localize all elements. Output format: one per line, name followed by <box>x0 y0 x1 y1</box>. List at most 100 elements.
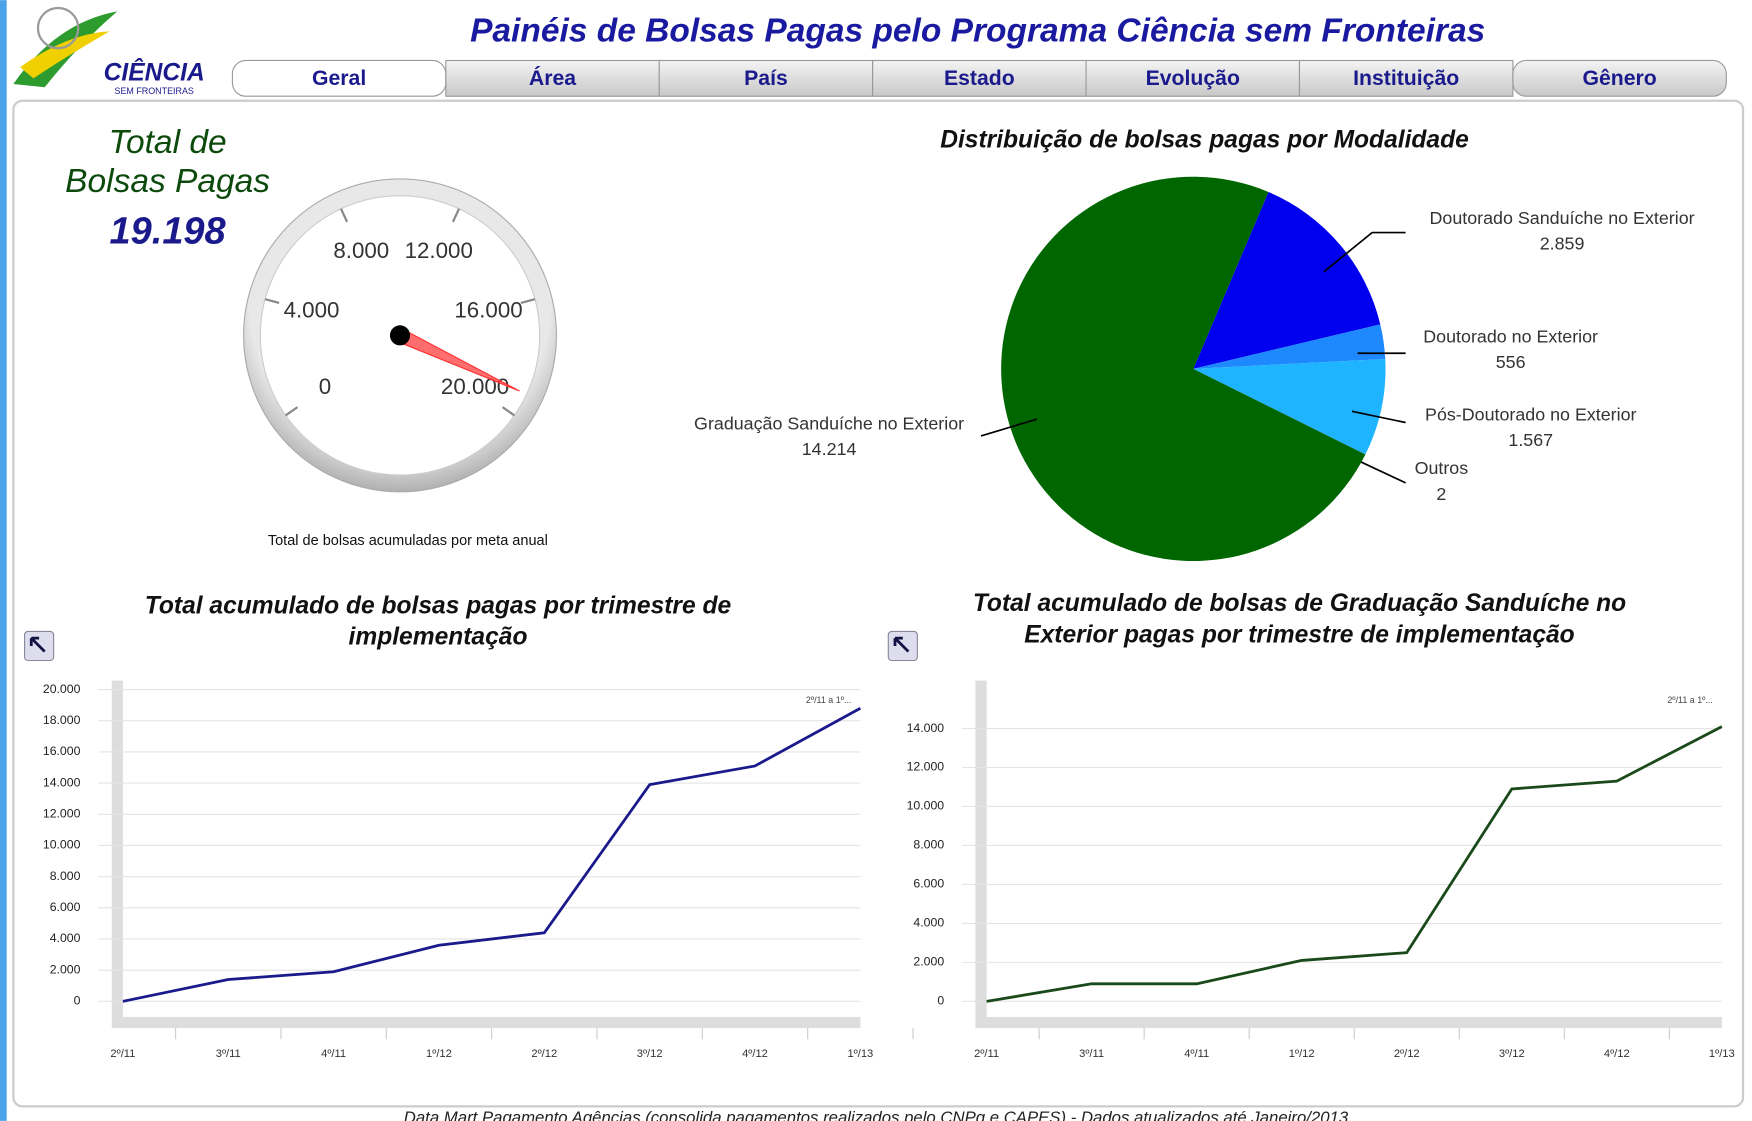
tab[interactable] <box>872 59 1087 97</box>
tab-label[interactable]: Geral <box>312 67 366 90</box>
annotation: 2º/11 a 1º... <box>806 695 852 705</box>
y-tick-label: 2.000 <box>913 955 944 969</box>
x-tick-label: 4º/11 <box>1184 1048 1209 1060</box>
series-line <box>986 725 1723 1003</box>
x-tick-label: 3º/11 <box>1079 1048 1104 1060</box>
y-tick-label: 4.000 <box>50 931 81 945</box>
x-tick-label: 4º/12 <box>1604 1048 1630 1060</box>
gauge-tick-label: 8.000 <box>333 238 389 263</box>
gauge-tick-label: 0 <box>319 374 331 399</box>
slice-label: Doutorado Sanduíche no Exterior <box>1430 208 1695 228</box>
tab[interactable] <box>1085 59 1301 97</box>
x-tick-label: 1º/12 <box>426 1048 452 1060</box>
x-tick-label: 3º/11 <box>216 1048 241 1060</box>
tab-label[interactable]: País <box>744 67 788 90</box>
chart-title: Total acumulado de bolsas pagas por trim… <box>145 592 731 619</box>
slice-value: 2 <box>1436 484 1446 504</box>
plot-floor <box>975 1016 1722 1029</box>
y-tick-label: 14.000 <box>43 775 81 789</box>
tab-label[interactable]: Área <box>529 65 576 90</box>
x-tick-label: 1º/12 <box>1289 1048 1315 1060</box>
pie-slice <box>1193 324 1386 369</box>
gauge-tick <box>451 208 461 223</box>
slice-label: Graduação Sanduíche no Exterior <box>694 413 964 433</box>
tab-label[interactable]: Gênero <box>1582 67 1656 90</box>
slice-label: Outros <box>1415 458 1469 478</box>
plot-band <box>111 680 123 1017</box>
y-tick-label: 8.000 <box>913 838 944 852</box>
gauge-hub <box>389 325 411 346</box>
y-tick-label: 12.000 <box>907 760 945 774</box>
tab[interactable] <box>658 59 874 97</box>
x-tick-label: 4º/11 <box>321 1048 346 1060</box>
leader-line <box>1323 231 1406 273</box>
tab-label[interactable]: Evolução <box>1146 67 1240 90</box>
total-value: 19.198 <box>110 211 227 253</box>
annotation: 2º/11 a 1º... <box>1667 695 1713 705</box>
series-line <box>122 707 862 1003</box>
y-tick-label: 6.000 <box>913 877 944 891</box>
slice-label: Pós-Doutorado no Exterior <box>1425 405 1636 425</box>
total-title: Bolsas Pagas <box>65 163 270 200</box>
leader-line <box>980 418 1038 437</box>
tab[interactable] <box>1298 59 1514 97</box>
y-tick-label: 6.000 <box>50 900 81 914</box>
y-tick-label: 18.000 <box>43 713 81 727</box>
y-tick-label: 0 <box>937 994 944 1008</box>
gauge-caption: Total de bolsas acumuladas por meta anua… <box>268 533 548 549</box>
y-tick-label: 12.000 <box>43 807 81 821</box>
x-tick-label: 3º/12 <box>1499 1048 1525 1060</box>
chart-title: Total acumulado de bolsas de Graduação S… <box>973 590 1626 617</box>
x-tick-label: 1º/13 <box>847 1048 873 1060</box>
tab-label[interactable]: Instituição <box>1353 67 1459 90</box>
logo: CIÊNCIA SEM FRONTEIRAS <box>13 6 205 96</box>
x-tick-label: 2º/12 <box>1394 1048 1420 1060</box>
pie-slice <box>1193 368 1366 455</box>
plot-floor <box>111 1016 861 1029</box>
y-tick-label: 4.000 <box>913 916 944 930</box>
gauge-tick-label: 20.000 <box>441 374 509 399</box>
tab[interactable] <box>445 59 660 97</box>
side-strip <box>0 0 7 1121</box>
leader-line <box>1351 410 1406 424</box>
y-tick-label: 10.000 <box>43 838 81 852</box>
x-tick-label: 2º/11 <box>974 1048 999 1060</box>
tab[interactable] <box>1512 59 1727 97</box>
tab-bar: Geral Área País Estado Evolução Instituição Gê… <box>231 59 1727 97</box>
gauge-tick <box>501 406 516 417</box>
x-tick-label: 2º/12 <box>531 1048 557 1060</box>
gauge-tick-label: 12.000 <box>405 238 473 263</box>
expand-arrow <box>29 636 46 653</box>
y-tick-label: 2.000 <box>50 962 81 976</box>
expand-arrow <box>893 636 910 653</box>
gauge-tick-label: 4.000 <box>284 298 340 323</box>
logo-text: CIÊNCIA <box>104 58 205 86</box>
tab-label[interactable]: Estado <box>944 67 1015 90</box>
total-title: Total de <box>109 124 227 161</box>
gauge-tick-label: 16.000 <box>454 298 522 323</box>
x-tick-label: 3º/12 <box>637 1048 663 1060</box>
gauge-tick <box>284 406 299 417</box>
pie-slice <box>1001 176 1366 562</box>
chart-title: implementação <box>349 624 528 651</box>
slice-value: 14.214 <box>802 439 857 459</box>
y-tick-label: 20.000 <box>43 682 81 696</box>
gauge-tick <box>520 298 536 305</box>
x-tick-label: 2º/11 <box>110 1048 135 1060</box>
y-tick-label: 0 <box>74 994 81 1008</box>
chart-title: Distribuição de bolsas pagas por Modalid… <box>940 126 1469 153</box>
y-tick-label: 16.000 <box>43 744 81 758</box>
plot-band <box>975 680 987 1017</box>
x-tick-label: 1º/13 <box>1709 1048 1735 1060</box>
gauge-tick <box>264 298 280 305</box>
logo-subtext: SEM FRONTEIRAS <box>115 86 194 96</box>
slice-label: Doutorado no Exterior <box>1423 326 1598 346</box>
slice-value: 556 <box>1496 352 1526 372</box>
x-tick-label: 4º/12 <box>742 1048 768 1060</box>
chart-title: Exterior pagas por trimestre de implemen… <box>1024 621 1574 648</box>
slice-value: 1.567 <box>1508 430 1553 450</box>
y-tick-label: 8.000 <box>50 869 81 883</box>
y-tick-label: 10.000 <box>907 799 945 813</box>
